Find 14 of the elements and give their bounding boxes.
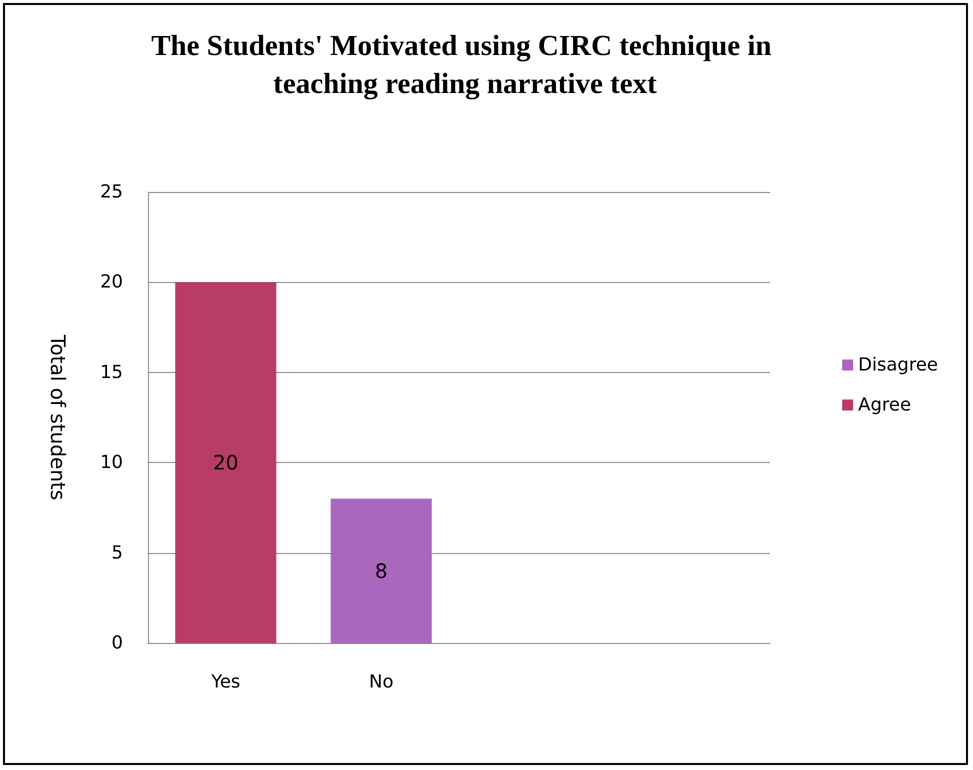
y-tick-label: 10: [100, 452, 123, 474]
y-tick-label: 25: [100, 182, 123, 202]
legend-label: Disagree: [858, 354, 938, 376]
y-axis-title: Total of students: [46, 334, 70, 500]
y-tick-label: 0: [112, 632, 123, 654]
data-label: 20: [213, 450, 238, 475]
x-tick-label: Yes: [210, 672, 240, 692]
legend-label: Agree: [858, 394, 912, 416]
y-tick-label: 20: [100, 272, 123, 293]
y-tick-label: 15: [100, 362, 123, 383]
y-tick-label: 5: [112, 542, 123, 564]
data-label: 8: [374, 558, 388, 583]
chart-title: The Students' Motivated using CIRC technique in teaching reading narrative text: [151, 30, 779, 100]
x-tick-label: No: [369, 672, 394, 692]
